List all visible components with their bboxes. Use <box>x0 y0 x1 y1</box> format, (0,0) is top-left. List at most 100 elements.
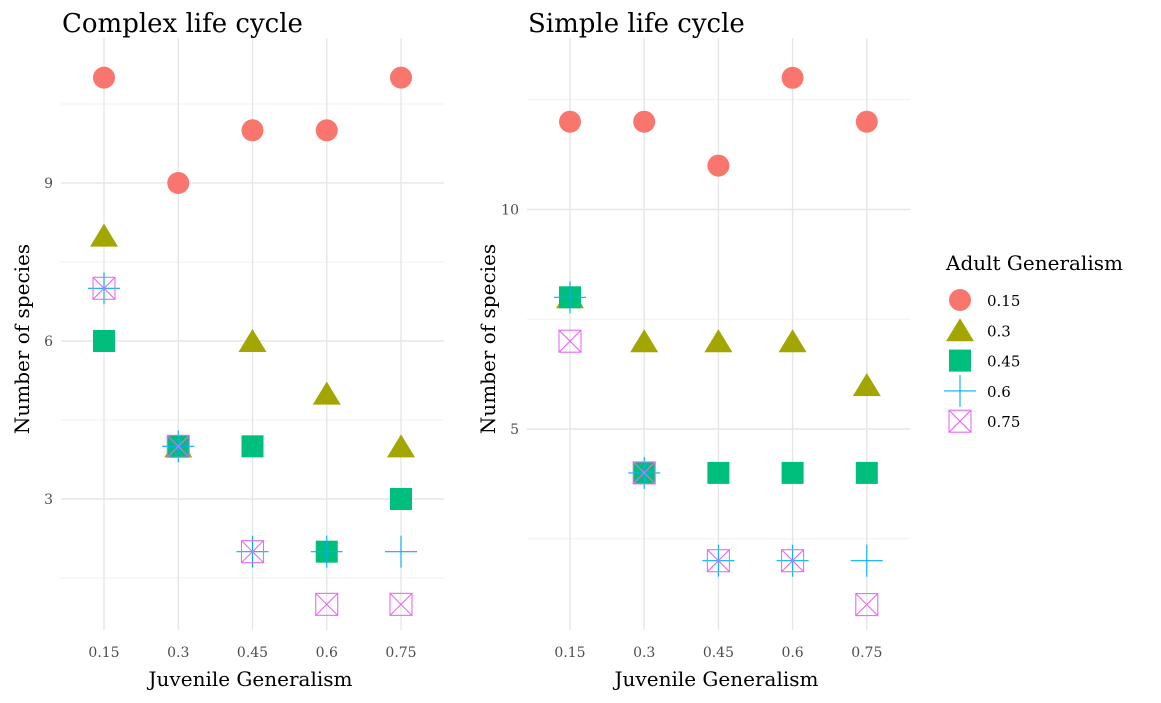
data-point <box>315 119 338 142</box>
data-point <box>93 329 115 352</box>
data-point <box>390 66 412 89</box>
legend-key-d2 <box>948 409 972 433</box>
data-point-box <box>92 276 116 300</box>
data-point-box <box>166 434 190 458</box>
y-tick-label: 5 <box>510 422 519 438</box>
x-tick-label: 0.15 <box>554 645 585 661</box>
data-point-d2 <box>781 549 804 573</box>
x-tick-label: 0.45 <box>237 645 268 661</box>
panel-title: Complex life cycle <box>62 9 303 39</box>
legend-label: 0.6 <box>987 383 1011 401</box>
data-point <box>706 549 730 573</box>
data-point <box>389 592 413 616</box>
data-point-box <box>855 593 879 617</box>
x-axis-label: Juvenile Generalism <box>613 667 819 691</box>
data-point <box>855 110 878 133</box>
data-point-d2 <box>855 593 879 616</box>
data-point <box>559 110 581 133</box>
data-point-box <box>240 540 265 564</box>
series-0_75 <box>92 276 413 616</box>
data-point-d2 <box>389 592 413 616</box>
data-point <box>633 110 656 133</box>
data-point <box>241 435 264 458</box>
data-point <box>632 461 656 485</box>
y-axis-label: Number of species <box>10 244 34 434</box>
data-point <box>93 66 115 89</box>
legend-key <box>946 318 974 342</box>
data-point <box>92 276 116 300</box>
data-point <box>707 154 730 177</box>
data-point <box>781 66 804 89</box>
legend-label: 0.15 <box>987 292 1020 310</box>
panel-title: Simple life cycle <box>528 9 745 39</box>
data-point <box>241 119 264 142</box>
data-point <box>240 540 265 564</box>
x-axis-label: Juvenile Generalism <box>147 667 353 691</box>
panel-1: 3 6 9 0.15 0.3 0.45 0.6 0.75 Complex life cycle J… <box>10 9 444 691</box>
legend-label: 0.75 <box>987 413 1020 431</box>
data-point <box>778 329 807 353</box>
x-tick-label: 0.45 <box>703 645 734 661</box>
legend-key <box>949 289 971 311</box>
data-point <box>630 329 659 353</box>
data-point <box>781 461 804 484</box>
data-point <box>315 592 339 616</box>
data-point <box>312 381 341 405</box>
series-0_15 <box>93 66 412 194</box>
legend-key <box>944 374 976 407</box>
x-tick-label: 0.6 <box>316 645 338 661</box>
legend-entry: 0.3 <box>946 318 1011 342</box>
data-point <box>781 549 805 573</box>
panel-2: 5 10 0.15 0.3 0.45 0.6 0.75 Simple life cycle Ju… <box>476 9 910 691</box>
x-tick-label: 0.3 <box>167 645 189 661</box>
y-axis-label: Number of species <box>476 244 500 434</box>
legend-label: 0.45 <box>987 353 1020 371</box>
data-point <box>704 329 733 353</box>
data-point <box>390 488 412 510</box>
legend-key <box>949 349 971 372</box>
legend-key <box>948 409 972 433</box>
data-point <box>850 544 883 577</box>
data-point <box>707 461 730 484</box>
data-point <box>855 593 879 617</box>
x-tick-label: 0.15 <box>88 645 119 661</box>
data-point <box>387 434 415 458</box>
legend-title: Adult Generalism <box>945 251 1123 275</box>
data-point-d2 <box>707 549 730 573</box>
data-point-box <box>558 329 582 353</box>
data-point <box>238 328 267 352</box>
y-tick-label: 10 <box>501 203 519 219</box>
x-tick-label: 0.75 <box>385 645 416 661</box>
panels: 3 6 9 0.15 0.3 0.45 0.6 0.75 Complex life cycle J… <box>10 9 910 691</box>
legend-entry: 0.75 <box>948 409 1020 433</box>
y-tick-label: 9 <box>44 176 53 192</box>
data-point <box>558 329 582 353</box>
data-point <box>166 434 190 458</box>
data-point-d2 <box>92 276 116 300</box>
data-point-box <box>315 592 339 616</box>
data-point-d2 <box>241 540 264 564</box>
series-0_15 <box>559 66 878 177</box>
legend: Adult Generalism 0.15 0.3 0.45 0.6 0.75 <box>944 251 1123 433</box>
x-tick-label: 0.3 <box>633 645 655 661</box>
data-point <box>167 171 190 194</box>
data-point-d2 <box>315 592 339 616</box>
data-point <box>385 535 417 568</box>
legend-entry: 0.15 <box>949 289 1020 311</box>
x-tick-label: 0.75 <box>851 645 882 661</box>
data-point-d2 <box>632 461 656 485</box>
legend-entry: 0.6 <box>944 374 1011 407</box>
series-0_75 <box>558 329 879 617</box>
data-point-box <box>389 592 413 616</box>
data-point-box <box>781 549 805 573</box>
data-point <box>310 535 343 568</box>
x-tick-label: 0.6 <box>781 645 803 661</box>
legend-label: 0.3 <box>987 322 1011 340</box>
data-point-box <box>632 461 656 485</box>
legend-key-box <box>948 409 972 433</box>
y-tick-label: 3 <box>44 492 53 508</box>
data-point-d2 <box>166 434 190 458</box>
data-point <box>554 281 586 314</box>
y-tick-label: 6 <box>44 334 53 350</box>
